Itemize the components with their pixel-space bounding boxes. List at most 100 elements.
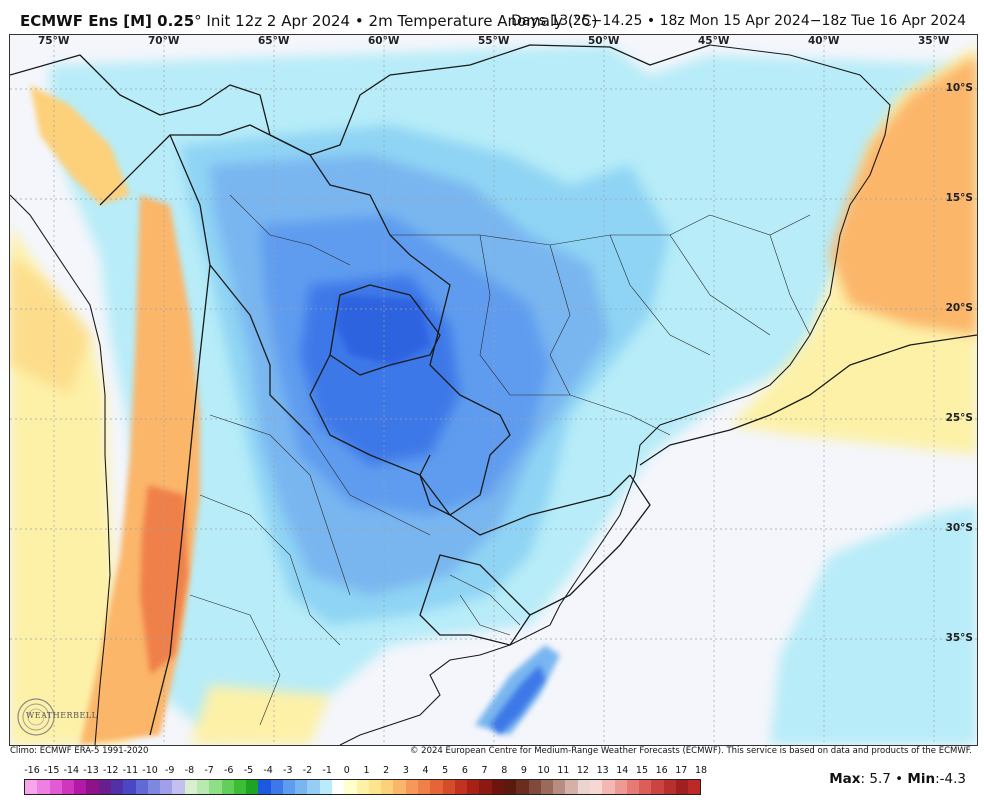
color-scale-cell xyxy=(307,780,320,794)
color-scale-cell xyxy=(282,780,296,794)
color-scale-cell xyxy=(516,780,529,794)
color-scale-cell xyxy=(565,780,578,794)
color-scale-cell xyxy=(172,780,185,794)
color-scale-tick: 8 xyxy=(501,765,508,776)
title-bullet: • xyxy=(354,12,364,30)
color-scale-cell xyxy=(147,780,161,794)
lon-label-70w: 70°W xyxy=(148,35,180,47)
color-scale-tick: -16 xyxy=(24,765,40,776)
color-scale-cell xyxy=(319,780,333,794)
color-scale-tick: 10 xyxy=(537,765,550,776)
max-label: Max xyxy=(829,771,861,787)
color-scale-cell xyxy=(98,780,111,794)
min-label: Min xyxy=(907,771,936,787)
color-scale-tick: -6 xyxy=(224,765,234,776)
color-scale-cell xyxy=(184,780,197,794)
lat-label-15s: 15°S xyxy=(945,192,973,204)
color-scale-cell xyxy=(49,780,62,794)
min-value: -4.3 xyxy=(939,771,966,787)
color-scale-cell xyxy=(61,780,75,794)
color-scale-tick: -10 xyxy=(142,765,158,776)
color-scale-tick: 14 xyxy=(616,765,629,776)
south-atlantic-cool xyxy=(770,505,977,745)
peru-warm-spots xyxy=(30,85,130,205)
lon-label-60w: 60°W xyxy=(368,35,400,47)
color-scale-tick: -1 xyxy=(322,765,332,776)
lon-label-45w: 45°W xyxy=(698,35,730,47)
weatherbell-logo: WEATHERBELL xyxy=(16,696,102,738)
color-scale-tick: -15 xyxy=(43,765,60,776)
color-scale-cell xyxy=(381,780,394,794)
color-scale-cell xyxy=(135,780,148,794)
color-scale-cell xyxy=(209,780,222,794)
color-scale-cell xyxy=(503,780,517,794)
map-canvas xyxy=(10,35,977,745)
lon-label-55w: 55°W xyxy=(478,35,510,47)
pacific-orange-band xyxy=(10,255,90,395)
color-scale-cell xyxy=(344,780,357,794)
color-scale-cell xyxy=(86,780,99,794)
init-time: Init 12z 2 Apr 2024 xyxy=(206,12,351,30)
color-scale-cell xyxy=(602,780,615,794)
degree-symbol: ° xyxy=(194,12,202,30)
color-scale-tick: -12 xyxy=(102,765,119,776)
color-scale-tick: -9 xyxy=(164,765,175,776)
logo-text: WEATHERBELL xyxy=(26,711,98,720)
color-scale-tick: 6 xyxy=(461,765,468,776)
color-scale-cell xyxy=(160,780,173,794)
color-scale-cell xyxy=(393,780,406,794)
color-scale-cell xyxy=(25,780,38,794)
color-scale-tick: 17 xyxy=(675,765,688,776)
color-scale-cell xyxy=(258,780,271,794)
color-scale-tick: 16 xyxy=(655,765,668,776)
color-scale-cell xyxy=(663,780,676,794)
atlantic-orange-anomaly xyxy=(830,55,977,335)
color-scale-cell xyxy=(110,780,124,794)
color-scale-cell xyxy=(74,780,87,794)
map-title: ECMWF Ens [M] 0.25° Init 12z 2 Apr 2024 … xyxy=(20,12,597,30)
color-scale-cell xyxy=(123,780,136,794)
offshore-deep-core xyxy=(490,665,545,735)
color-scale-cell xyxy=(651,780,664,794)
color-scale-tick: -7 xyxy=(204,765,214,776)
color-scale-cell xyxy=(577,780,590,794)
color-scale-cell xyxy=(528,780,541,794)
color-scale-cell xyxy=(467,780,480,794)
color-scale-tick: -13 xyxy=(83,765,99,776)
color-scale-cell xyxy=(332,780,345,794)
color-scale-cell xyxy=(418,780,431,794)
atlantic-coastline xyxy=(339,44,891,745)
southern-yellow xyxy=(190,685,330,745)
color-scale-cell xyxy=(405,780,418,794)
pacific-coastline xyxy=(10,194,111,745)
max-min-readout: Max: 5.7 • Min:-4.3 xyxy=(829,771,966,787)
lat-label-10s: 10°S xyxy=(945,82,973,94)
color-scale-cell xyxy=(295,780,308,794)
color-scale-tick: 4 xyxy=(422,765,429,776)
color-scale-tick: 13 xyxy=(596,765,609,776)
color-scale-cell xyxy=(675,780,689,794)
color-scale-cell xyxy=(553,780,566,794)
lat-label-35s: 35°S xyxy=(945,632,973,644)
color-scale-cell xyxy=(246,780,259,794)
color-scale-tick: 18 xyxy=(694,765,708,776)
color-scale-cell xyxy=(589,780,603,794)
color-scale-tick: 5 xyxy=(442,765,449,776)
color-scale-cell xyxy=(233,780,247,794)
color-scale-cell xyxy=(491,780,504,794)
anomaly-map[interactable]: 75°W 70°W 65°W 60°W 55°W 50°W 45°W 40°W … xyxy=(9,34,978,746)
color-scale-cell xyxy=(37,780,50,794)
color-scale-cell xyxy=(430,780,443,794)
color-scale-tick: 11 xyxy=(557,765,570,776)
color-scale-cell xyxy=(442,780,455,794)
color-scale-tick: -8 xyxy=(184,765,195,776)
max-value: 5.7 xyxy=(869,771,891,787)
state-borders xyxy=(189,194,811,726)
color-scale-tick: 9 xyxy=(520,765,527,776)
lat-label-20s: 20°S xyxy=(945,302,973,314)
lon-label-75w: 75°W xyxy=(38,35,70,47)
color-scale-tick: -3 xyxy=(283,765,293,776)
lon-label-65w: 65°W xyxy=(258,35,290,47)
copyright-credit: © 2024 European Centre for Medium-Range … xyxy=(409,746,972,756)
strong-blue-core xyxy=(335,295,430,365)
